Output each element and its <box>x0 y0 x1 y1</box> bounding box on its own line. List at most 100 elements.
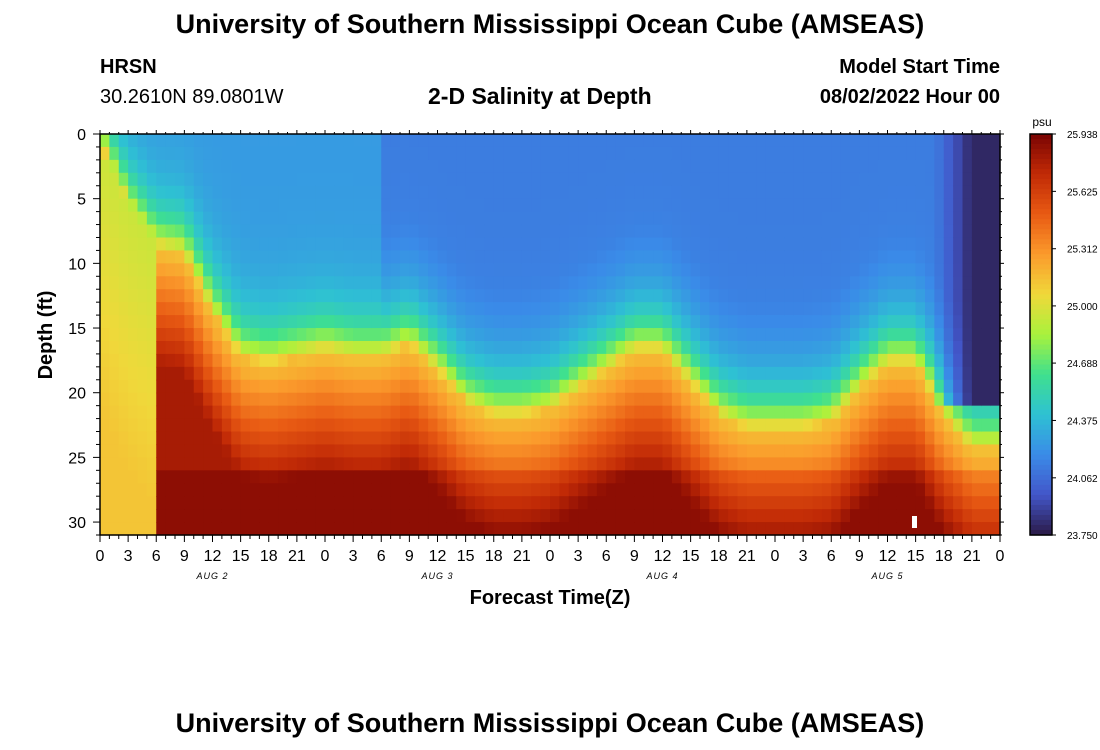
heatmap-cell <box>118 418 129 433</box>
heatmap-cell <box>296 134 307 148</box>
heatmap-cell <box>465 172 476 187</box>
heatmap-cell <box>821 405 832 420</box>
heatmap-cell <box>221 496 232 510</box>
heatmap-cell <box>662 470 673 484</box>
heatmap-cell <box>296 418 307 433</box>
heatmap-cell <box>550 315 560 329</box>
heatmap-cell <box>915 276 926 290</box>
heatmap-cell <box>896 237 907 252</box>
colorbar-segment <box>1030 354 1052 361</box>
heatmap-cell <box>193 134 204 148</box>
heatmap-cell <box>409 470 420 484</box>
heatmap-cell <box>775 159 785 174</box>
heatmap-cell <box>812 289 823 303</box>
heatmap-cell <box>578 198 589 213</box>
heatmap-cell <box>662 431 673 446</box>
heatmap-cell <box>981 146 992 161</box>
heatmap-cell <box>353 379 364 394</box>
heatmap-cell <box>615 353 626 368</box>
heatmap-cell <box>615 522 626 536</box>
heatmap-cell <box>737 224 748 239</box>
heatmap-cell <box>409 379 420 394</box>
heatmap-cell <box>390 211 401 226</box>
heatmap-cell <box>718 315 729 329</box>
heatmap-cell <box>559 263 570 277</box>
heatmap-cell <box>250 224 260 239</box>
heatmap-cell <box>906 263 917 277</box>
x-tick-label: 15 <box>907 548 925 565</box>
heatmap-cell <box>100 250 110 264</box>
heatmap-cell <box>784 289 795 303</box>
heatmap-cell <box>953 353 964 368</box>
heatmap-cell <box>343 289 354 303</box>
heatmap-cell <box>203 289 214 303</box>
colorbar-segment <box>1030 424 1052 431</box>
heatmap-cell <box>165 328 176 342</box>
heatmap-cell <box>878 289 889 303</box>
heatmap-cell <box>221 470 232 484</box>
heatmap-cell <box>653 250 664 264</box>
heatmap-cell <box>850 509 860 523</box>
heatmap-cell <box>156 224 167 239</box>
colorbar-segment <box>1030 439 1052 446</box>
heatmap-cell <box>662 250 673 264</box>
heatmap-cell <box>446 366 457 381</box>
heatmap-cell <box>437 289 448 303</box>
heatmap-cell <box>193 405 204 420</box>
heatmap-cell <box>606 496 617 510</box>
heatmap-cell <box>859 444 870 458</box>
heatmap-cell <box>709 340 720 355</box>
heatmap-cell <box>456 224 467 239</box>
heatmap-cell <box>934 496 945 510</box>
heatmap-cell <box>531 250 542 264</box>
heatmap-cell <box>418 418 429 433</box>
heatmap-cell <box>118 263 129 277</box>
heatmap-cell <box>250 431 260 446</box>
heatmap-cell <box>521 185 532 200</box>
heatmap-cell <box>643 496 654 510</box>
heatmap-cell <box>878 379 889 394</box>
heatmap-cell <box>475 328 485 342</box>
heatmap-cell <box>756 315 767 329</box>
heatmap-cell <box>165 134 176 148</box>
heatmap-cell <box>400 198 410 213</box>
heatmap-cell <box>146 379 157 394</box>
heatmap-cell <box>278 185 289 200</box>
heatmap-cell <box>418 470 429 484</box>
heatmap-cell <box>878 198 889 213</box>
heatmap-cell <box>793 366 804 381</box>
heatmap-cell <box>521 146 532 161</box>
heatmap-cell <box>718 134 729 148</box>
heatmap-cell <box>100 340 110 355</box>
heatmap-cell <box>793 198 804 213</box>
heatmap-cell <box>296 237 307 252</box>
heatmap-cell <box>812 250 823 264</box>
heatmap-cell <box>887 302 898 316</box>
heatmap-cell <box>165 250 176 264</box>
heatmap-cell <box>428 302 439 316</box>
heatmap-cell <box>559 224 570 239</box>
heatmap-cell <box>306 470 317 484</box>
heatmap-cell <box>278 289 289 303</box>
heatmap-cell <box>803 302 814 316</box>
heatmap-cell <box>446 470 457 484</box>
heatmap-cell <box>100 185 110 200</box>
heatmap-cell <box>128 224 139 239</box>
heatmap-cell <box>971 444 982 458</box>
heatmap-cell <box>925 328 935 342</box>
heatmap-cell <box>925 509 935 523</box>
heatmap-cell <box>615 328 626 342</box>
heatmap-cell <box>953 224 964 239</box>
heatmap-cell <box>906 237 917 252</box>
heatmap-cell <box>362 159 373 174</box>
heatmap-cell <box>821 159 832 174</box>
heatmap-cell <box>287 198 298 213</box>
heatmap-cell <box>296 185 307 200</box>
heatmap-cell <box>990 457 1001 471</box>
heatmap-cell <box>934 159 945 174</box>
heatmap-cell <box>381 276 392 290</box>
heatmap-cell <box>634 198 645 213</box>
heatmap-cell <box>296 405 307 420</box>
heatmap-cell <box>296 353 307 368</box>
